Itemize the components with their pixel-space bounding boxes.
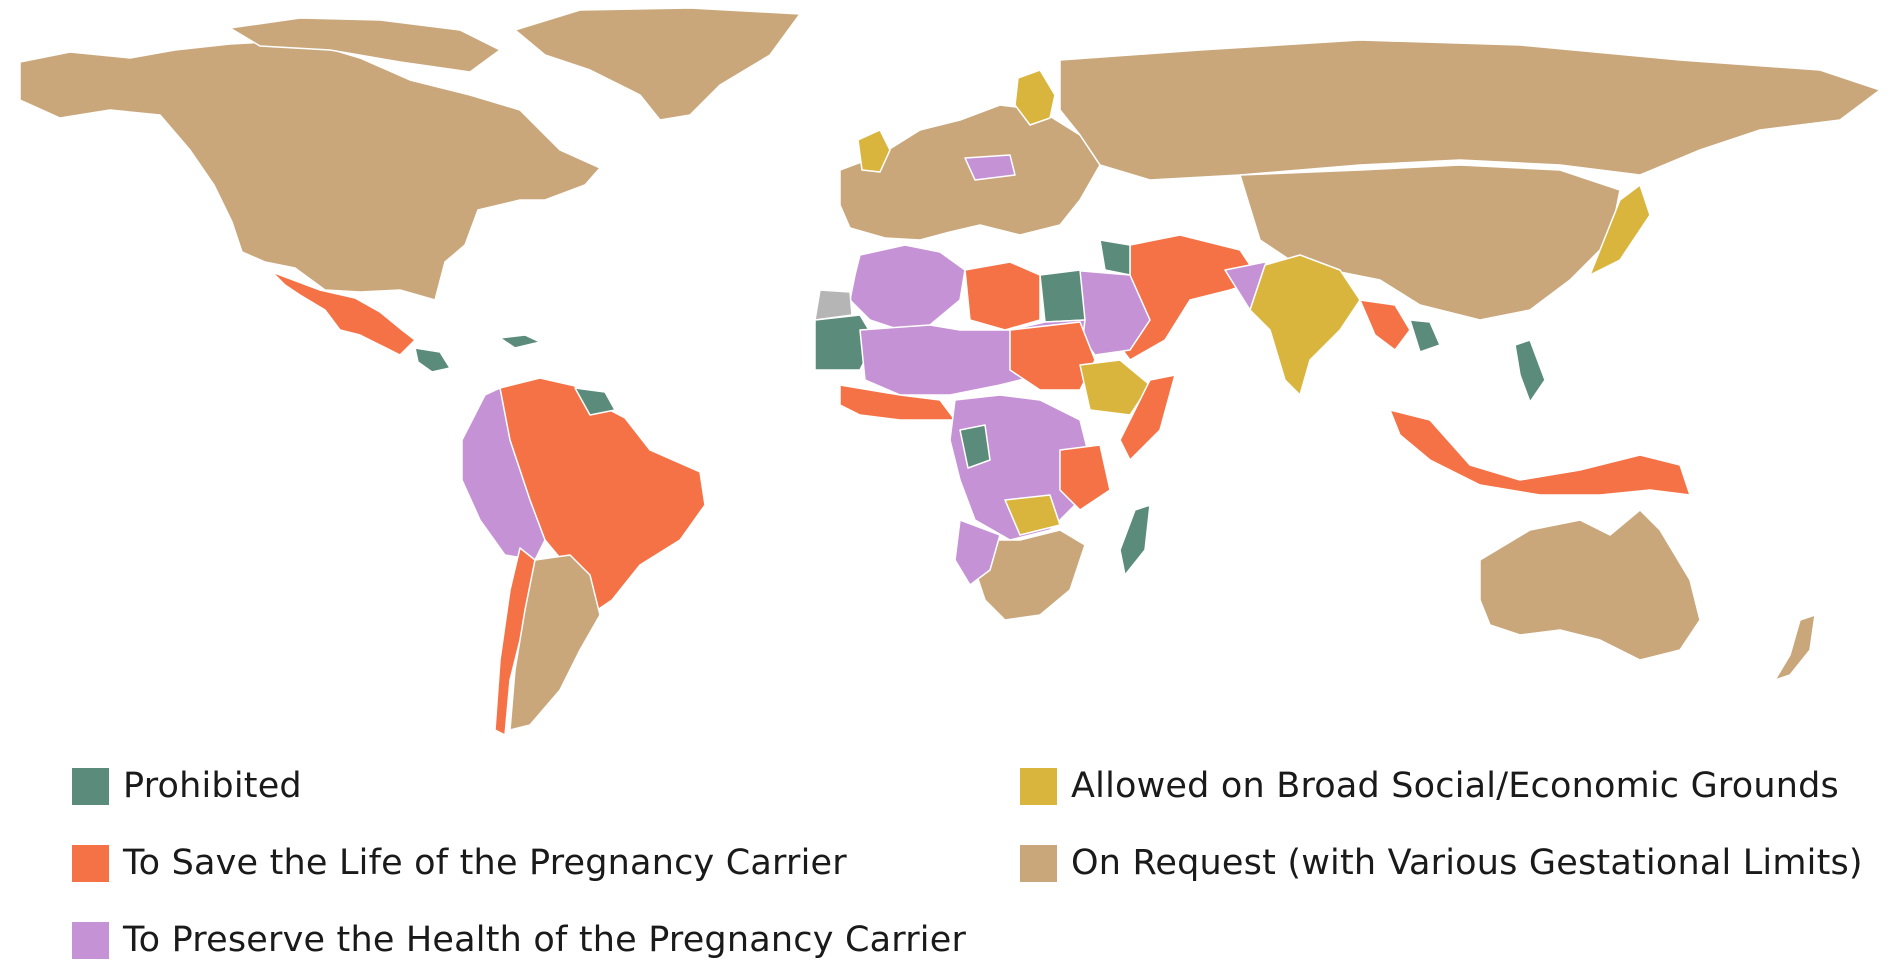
legend-label-on-request: On Request (with Various Gestational Lim…: [1071, 843, 1863, 883]
legend-item-life: To Save the Life of the Pregnancy Carrie…: [72, 843, 847, 883]
region-east-africa-life: [1059, 444, 1111, 511]
region-indonesia: [1389, 409, 1691, 496]
region-north-africa-health: [849, 244, 966, 331]
legend-item-on-request: On Request (with Various Gestational Lim…: [1020, 843, 1863, 883]
legend-swatch-on-request: [1020, 844, 1057, 882]
region-russia: [1059, 39, 1881, 181]
region-congo-prohibited: [959, 424, 991, 469]
legend-item-health: To Preserve the Health of the Pregnancy …: [72, 920, 966, 960]
region-arctic-islands: [229, 17, 501, 73]
region-europe: [839, 104, 1101, 241]
region-sudan-life: [1009, 321, 1096, 391]
region-libya-life: [964, 261, 1041, 331]
legend-label-prohibited: Prohibited: [123, 766, 302, 806]
legend-swatch-prohibited: [72, 767, 109, 805]
region-madagascar: [1119, 504, 1151, 576]
region-poland: [964, 154, 1016, 181]
region-southern-africa: [974, 529, 1086, 621]
region-uk: [857, 129, 891, 173]
legend-swatch-social-economic: [1020, 767, 1057, 805]
legend-item-prohibited: Prohibited: [72, 766, 302, 806]
region-japan: [1589, 184, 1651, 276]
region-southern-africa-health: [954, 519, 1001, 586]
region-egypt: [1039, 269, 1086, 323]
region-southeast-asia-life: [1359, 299, 1411, 351]
legend-swatch-health: [72, 921, 109, 959]
region-new-zealand: [1774, 614, 1816, 681]
region-argentina: [509, 554, 601, 731]
region-somalia: [1119, 374, 1176, 461]
region-finland: [1014, 69, 1056, 126]
legend-label-social-economic: Allowed on Broad Social/Economic Grounds: [1071, 766, 1839, 806]
region-central-america-prohibited: [414, 347, 451, 373]
region-mexico: [271, 271, 416, 356]
world-map: [19, 7, 1881, 736]
region-zambia: [1004, 494, 1061, 536]
region-australia: [1479, 509, 1701, 661]
region-caribbean: [499, 334, 541, 349]
region-guianas: [574, 387, 616, 416]
legend-label-life: To Save the Life of the Pregnancy Carrie…: [123, 843, 847, 883]
legend-swatch-life: [72, 844, 109, 882]
region-laos: [1409, 319, 1441, 353]
region-india: [1249, 254, 1361, 396]
legend-item-social-economic: Allowed on Broad Social/Economic Grounds: [1020, 766, 1839, 806]
region-west-africa-life: [839, 384, 956, 421]
region-philippines: [1514, 339, 1546, 403]
region-north-america: [19, 39, 601, 301]
region-iraq: [1099, 239, 1131, 276]
region-greenland: [514, 7, 801, 121]
region-west-sahara: [814, 289, 853, 321]
legend-label-health: To Preserve the Health of the Pregnancy …: [123, 920, 967, 960]
